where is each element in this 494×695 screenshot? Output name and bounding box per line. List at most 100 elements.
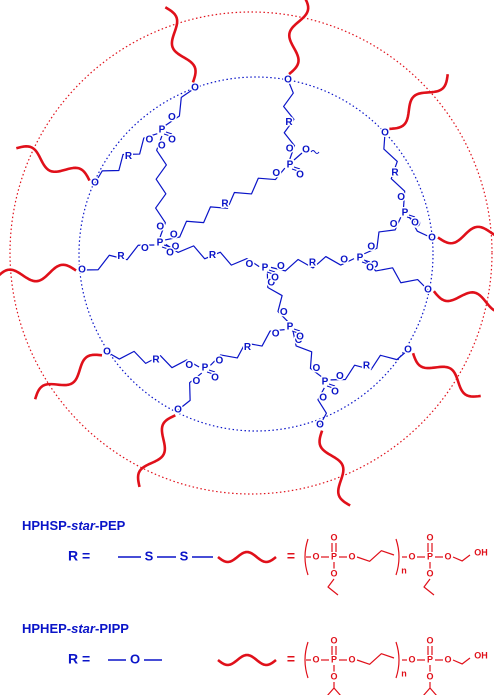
figure: OOROOROOOOOOROOOOROOOOOOROOROOROOOOROOOO… <box>0 0 494 695</box>
atom-label: O <box>426 568 433 578</box>
bond <box>328 579 338 595</box>
atom-label: O <box>284 75 292 86</box>
atom-label: R <box>209 250 217 261</box>
bond <box>423 682 430 695</box>
bond <box>453 555 470 561</box>
atom-label: O <box>296 332 304 343</box>
atom-label: O <box>381 128 389 139</box>
atom-label: O <box>404 345 412 356</box>
atom-label: O <box>286 144 294 155</box>
bond <box>334 688 341 695</box>
atom-label: R <box>391 168 399 179</box>
atom-label: O <box>192 376 200 387</box>
atom-label: O <box>78 265 86 276</box>
atom-label: O <box>272 329 280 340</box>
atom-label: O <box>316 420 324 431</box>
atom-label: O <box>272 168 280 179</box>
atom-label: R <box>117 251 125 262</box>
bond <box>357 551 394 562</box>
atom-label: O <box>319 393 327 404</box>
atom-label: O <box>271 273 279 284</box>
atom-label: O <box>312 551 319 561</box>
bond <box>327 682 334 695</box>
atom-label: n <box>401 668 407 678</box>
atom-label: O <box>191 83 199 94</box>
atom-label: O <box>302 145 310 156</box>
atom-label: P <box>202 363 209 374</box>
atom-label: O <box>130 651 140 666</box>
shell-chain <box>413 353 481 396</box>
atom-label: O <box>174 405 182 416</box>
atom-label: P <box>159 125 166 136</box>
atom-label: O <box>390 219 398 230</box>
atom-label: P <box>427 551 433 561</box>
atom-label: O <box>313 363 321 374</box>
atom-label: P <box>427 654 433 664</box>
atom-label: n <box>401 565 407 575</box>
atom-label: P <box>287 322 294 333</box>
atom-label: O <box>428 233 436 244</box>
atom-label: O <box>330 532 337 542</box>
atom-label: O <box>424 285 432 296</box>
name-part: -PIPP <box>95 621 129 636</box>
atom-label: O <box>408 654 415 664</box>
atom-label: P <box>322 377 329 388</box>
r-label: R = <box>68 548 90 564</box>
atom-label: O <box>367 241 375 252</box>
bond <box>424 579 434 595</box>
atom-label: O <box>426 671 433 681</box>
outer-shell <box>10 12 492 494</box>
atom-label: R <box>221 199 229 210</box>
atom-label: O <box>408 551 415 561</box>
name-part: -PEP <box>95 518 126 533</box>
atom-label: O <box>366 263 374 274</box>
name-part: HPHEP- <box>22 621 71 636</box>
atom-label: O <box>426 635 433 645</box>
name-part: star <box>71 518 96 533</box>
polymer-name: HPHSP-star-PEP <box>22 518 126 533</box>
atom-label: O <box>330 568 337 578</box>
atom-label: P <box>262 263 269 274</box>
equals: = <box>287 651 295 667</box>
terminal-wave <box>311 151 319 154</box>
atom-label: O <box>103 347 111 358</box>
atom-label: OH <box>474 547 488 557</box>
shell-chain <box>389 74 447 129</box>
bond <box>430 688 437 695</box>
page: OOROOROOOOOOROOOOROOOOOOROOROOROOOOROOOO… <box>0 0 494 695</box>
name-part: star <box>71 621 96 636</box>
r-label: R = <box>68 651 90 667</box>
shell-chain <box>438 227 494 243</box>
shell-chain <box>35 355 102 399</box>
atom-label: O <box>331 387 339 398</box>
shell-chain <box>320 431 351 506</box>
atom-label: O <box>216 356 224 367</box>
atom-label: R <box>125 151 133 162</box>
atom-label: O <box>340 254 348 265</box>
atom-label: P <box>157 238 164 249</box>
shell-chain-symbol <box>218 552 276 562</box>
atom-label: P <box>357 253 364 264</box>
atom-label: P <box>331 654 337 664</box>
atom-label: O <box>246 259 254 270</box>
atom-label: O <box>330 671 337 681</box>
atom-label: O <box>444 551 451 561</box>
atom-label: O <box>91 178 99 189</box>
atom-label: R <box>244 342 252 353</box>
atom-label: R <box>152 355 160 366</box>
atom-label: O <box>296 170 304 181</box>
atom-label: O <box>330 635 337 645</box>
atom-label: O <box>277 261 285 272</box>
atom-label: O <box>426 532 433 542</box>
atom-label: O <box>397 192 405 203</box>
atom-label: O <box>348 654 355 664</box>
atom-label: P <box>287 160 294 171</box>
atom-label: O <box>185 360 193 371</box>
atom-label: O <box>211 373 219 384</box>
name-part: HPHSP- <box>22 518 71 533</box>
terminal-bond <box>294 153 302 160</box>
bracket <box>396 642 399 678</box>
atom-label: P <box>331 551 337 561</box>
atom-label: O <box>411 218 419 229</box>
